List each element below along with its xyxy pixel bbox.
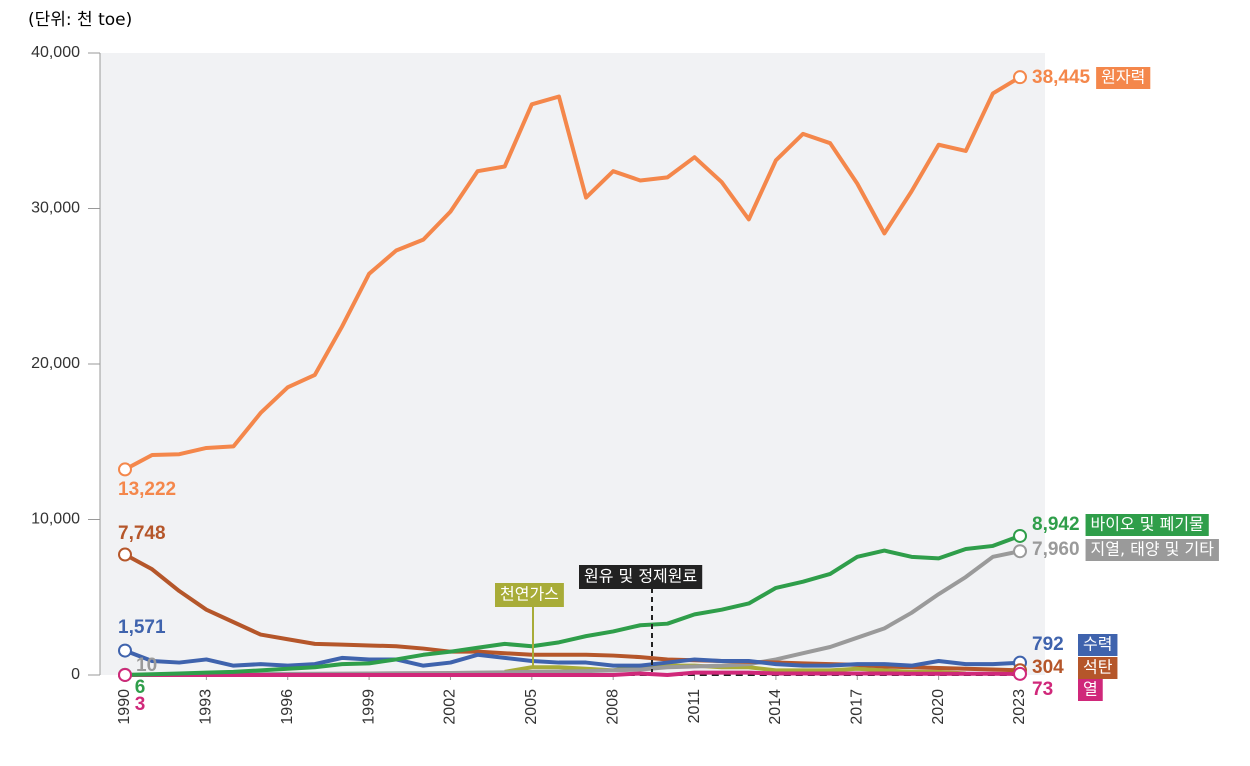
x-tick-label: 2002 — [442, 689, 459, 725]
series-name: 원자력 — [1101, 68, 1145, 87]
legend-entry: 원자력 — [1096, 67, 1151, 89]
x-tick-label: 2005 — [523, 689, 540, 725]
y-tick-label: 30,000 — [31, 200, 80, 217]
legend-entry: 열 — [1078, 679, 1103, 701]
x-tick-label: 1996 — [279, 689, 296, 725]
x-tick-label: 1999 — [360, 689, 377, 725]
series-name-box — [1096, 67, 1151, 89]
x-tick-label: 2020 — [930, 689, 947, 725]
x-tick-label: 2017 — [848, 689, 865, 725]
legend-entry: 석탄 — [1078, 657, 1118, 679]
end-value-label: 8,942 — [1032, 514, 1080, 535]
series-name: 수력 — [1083, 635, 1112, 654]
end-marker — [1013, 666, 1027, 681]
start-value-label: 3 — [135, 694, 146, 715]
series-line — [124, 648, 1021, 668]
start-value-label: 1,571 — [118, 617, 166, 638]
series-name-box — [1078, 634, 1118, 656]
series-name: 석탄 — [1083, 658, 1113, 677]
series-name: 바이오 및 폐기물 — [1091, 515, 1204, 534]
callout-label: 원유 및 정제원료 — [579, 565, 703, 589]
series-line — [125, 670, 1021, 677]
plot-area — [100, 53, 1045, 675]
start-value-label: 10 — [136, 655, 157, 676]
legend-entry: 지열, 태양 및 기타 — [1085, 539, 1219, 561]
y-tick-label: 0 — [71, 666, 80, 683]
y-tick-label: 10,000 — [31, 511, 80, 528]
end-marker — [118, 667, 132, 682]
series-name: 천연가스 — [500, 585, 559, 604]
legend-entry: 바이오 및 폐기물 — [1085, 514, 1209, 536]
end-value-label: 38,445 — [1032, 67, 1091, 88]
series-name: 열 — [1083, 680, 1098, 699]
series-line — [504, 663, 966, 676]
legend-entry: 수력 — [1078, 634, 1118, 656]
callout-label: 천연가스 — [495, 583, 564, 607]
x-tick-label: 2023 — [1011, 689, 1028, 725]
y-tick-label: 40,000 — [31, 44, 80, 61]
x-tick-label: 2008 — [604, 689, 621, 725]
y-tick-label: 20,000 — [31, 355, 80, 372]
series-name: 원유 및 정제원료 — [584, 567, 697, 586]
end-marker — [118, 547, 132, 562]
series-name: 지열, 태양 및 기타 — [1091, 540, 1215, 559]
start-value-label: 7,748 — [118, 523, 166, 544]
end-marker — [118, 462, 132, 477]
x-tick-label: 2011 — [686, 689, 703, 724]
series-name-box — [579, 565, 703, 589]
start-value-label: 6 — [135, 677, 146, 698]
end-value-label: 792 — [1032, 634, 1064, 655]
x-tick-label: 1990 — [116, 689, 133, 725]
start-value-label: 13,222 — [118, 479, 176, 500]
end-marker — [1013, 70, 1027, 85]
x-tick-label: 1993 — [198, 689, 215, 725]
series-name-box — [1078, 657, 1118, 679]
series-name-box — [495, 583, 564, 607]
unit-label: (단위: 천 toe) — [28, 10, 132, 30]
series-line — [124, 534, 1021, 677]
end-value-label: 7,960 — [1032, 539, 1080, 560]
x-tick-label: 2014 — [767, 689, 784, 725]
series-name-box — [1085, 514, 1209, 536]
end-value-label: 304 — [1032, 657, 1064, 678]
end-marker — [1013, 528, 1027, 543]
end-marker — [118, 643, 132, 658]
series-name-box — [1085, 539, 1219, 561]
end-value-label: 73 — [1032, 679, 1053, 700]
series-name-box — [1078, 679, 1103, 701]
end-marker — [1013, 544, 1027, 559]
series-line — [124, 75, 1022, 472]
